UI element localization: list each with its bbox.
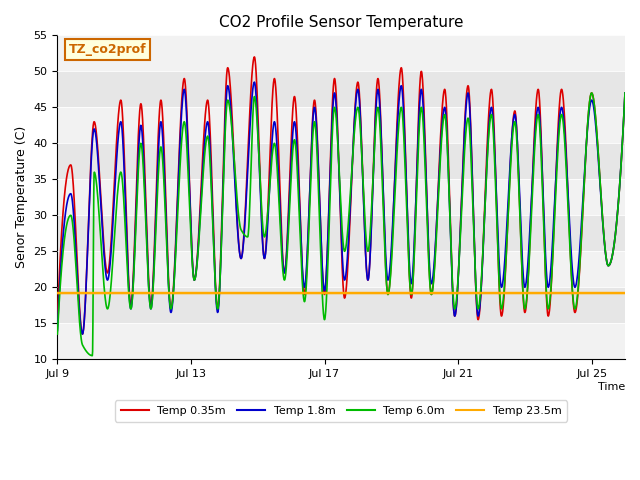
Title: CO2 Profile Sensor Temperature: CO2 Profile Sensor Temperature [219,15,463,30]
Bar [58,324,625,359]
Bar [58,180,625,216]
Bar [58,72,625,108]
Text: Time: Time [598,382,625,392]
Bar [58,216,625,252]
Bar [58,36,625,72]
Bar [58,288,625,324]
Legend: Temp 0.35m, Temp 1.8m, Temp 6.0m, Temp 23.5m: Temp 0.35m, Temp 1.8m, Temp 6.0m, Temp 2… [115,400,567,421]
Bar [58,252,625,288]
Y-axis label: Senor Temperature (C): Senor Temperature (C) [15,126,28,268]
Text: TZ_co2prof: TZ_co2prof [68,43,147,56]
Bar [58,144,625,180]
Bar [58,108,625,144]
